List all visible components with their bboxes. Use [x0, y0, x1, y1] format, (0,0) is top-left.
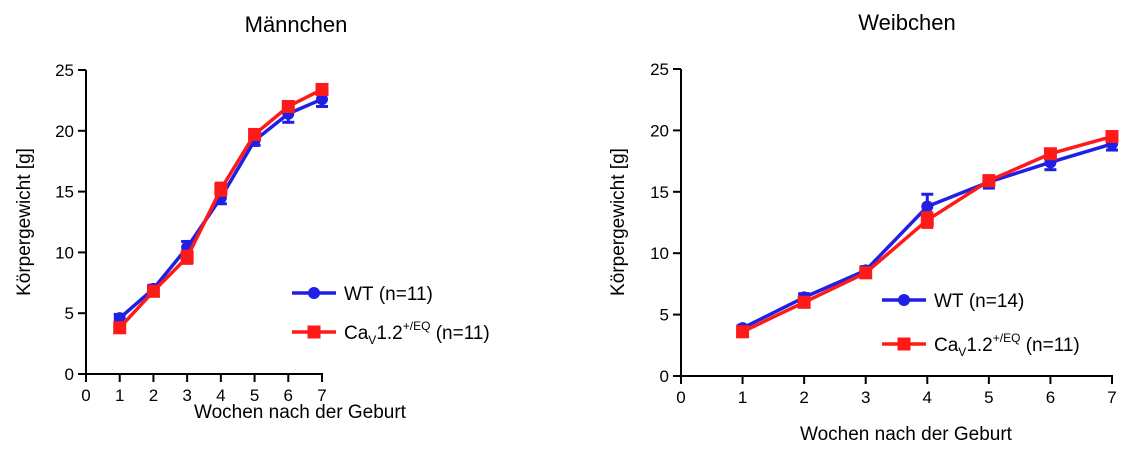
data-point — [736, 325, 750, 339]
y-tick-label: 5 — [660, 306, 669, 325]
legend-entry-wt: WT (n=11) — [292, 284, 433, 305]
x-tick-label: 7 — [1107, 388, 1116, 407]
data-point — [180, 250, 194, 264]
y-tick-label: 20 — [55, 122, 74, 141]
x-tick-label: 4 — [216, 386, 225, 405]
legend-marker — [308, 287, 320, 299]
data-point — [214, 182, 228, 196]
y-axis-label: Körpergewicht [g] — [14, 148, 35, 296]
x-tick-label: 3 — [861, 388, 870, 407]
series-wt — [113, 90, 328, 325]
legend-label-main: WT — [344, 284, 374, 305]
data-point — [315, 82, 329, 96]
y-tick-label: 25 — [55, 61, 74, 80]
y-tick-label: 0 — [660, 367, 669, 386]
legend-label-n: (n=11) — [1020, 335, 1079, 356]
legend-label-main: Ca — [344, 323, 369, 344]
legend-label-post: 1.2 — [966, 335, 992, 356]
x-tick-label: 6 — [284, 386, 293, 405]
x-tick-label: 1 — [738, 388, 747, 407]
x-tick-label: 7 — [317, 386, 326, 405]
x-tick-label: 5 — [250, 386, 259, 405]
series-wt — [736, 136, 1118, 335]
data-point — [797, 295, 811, 309]
y-tick-label: 10 — [650, 244, 669, 263]
data-point — [113, 312, 126, 325]
data-point — [1043, 147, 1057, 161]
x-tick-label: 5 — [984, 388, 993, 407]
x-axis-label: Wochen nach der Geburt — [800, 424, 1013, 445]
data-point — [281, 99, 295, 113]
legend-entry-cav12-eq: CaV1.2+/EQ (n=11) — [882, 331, 1080, 359]
legend-label-superscript: +/EQ — [403, 319, 431, 333]
legend-label: WT (n=11) — [344, 284, 433, 305]
data-point — [859, 266, 873, 280]
data-point — [146, 284, 160, 298]
data-point — [982, 174, 996, 188]
y-tick-label: 0 — [65, 365, 74, 384]
legend-label: WT (n=14) — [934, 291, 1024, 312]
x-tick-label: 0 — [81, 386, 90, 405]
legend-entry-cav12-eq: CaV1.2+/EQ (n=11) — [292, 319, 490, 347]
legend-marker — [897, 337, 911, 351]
legend-label: CaV1.2+/EQ (n=11) — [934, 331, 1080, 359]
legend-label-main: Ca — [934, 335, 959, 356]
legend-label-n: (n=11) — [374, 284, 433, 305]
x-tick-label: 2 — [799, 388, 808, 407]
legend-label-post: 1.2 — [376, 323, 402, 344]
legend-marker — [307, 325, 321, 339]
x-tick-label: 6 — [1046, 388, 1055, 407]
legend-label: CaV1.2+/EQ (n=11) — [344, 319, 490, 347]
x-tick-label: 2 — [149, 386, 158, 405]
x-axis-label: Wochen nach der Geburt — [194, 402, 407, 423]
data-point — [1105, 130, 1119, 144]
data-point — [113, 321, 127, 335]
x-tick-label: 3 — [182, 386, 191, 405]
series-cav12-eq — [736, 130, 1119, 339]
x-tick-label: 1 — [115, 386, 124, 405]
chart-title: Weibchen — [858, 10, 955, 35]
y-axis-label: Körpergewicht [g] — [608, 148, 629, 296]
legend-label-n: (n=11) — [430, 323, 489, 344]
chart-panel-1: Weibchen 0 5 10 15 20 25 0 1 2 3 4 5 6 7 Wochen nach de… — [608, 10, 1119, 445]
data-point — [920, 213, 934, 227]
legend-marker — [898, 294, 910, 306]
legend-entry-wt: WT (n=14) — [882, 291, 1024, 312]
data-point — [248, 127, 262, 141]
legend-label-subscript: V — [958, 345, 966, 359]
legend-label-n: (n=14) — [964, 291, 1025, 312]
legend-label-subscript: V — [368, 333, 376, 347]
x-tick-label: 4 — [923, 388, 932, 407]
chart-title: Männchen — [245, 12, 348, 37]
legend-label-superscript: +/EQ — [993, 331, 1021, 345]
y-tick-label: 15 — [55, 183, 74, 202]
y-tick-label: 5 — [65, 304, 74, 323]
y-tick-label: 15 — [650, 183, 669, 202]
legend-label-main: WT — [934, 291, 964, 312]
y-tick-label: 20 — [650, 121, 669, 140]
x-tick-label: 0 — [676, 388, 685, 407]
y-tick-label: 25 — [650, 60, 669, 79]
series-cav12-eq — [113, 82, 329, 335]
y-tick-label: 10 — [55, 243, 74, 262]
data-point — [921, 200, 934, 213]
data-point — [316, 93, 328, 106]
